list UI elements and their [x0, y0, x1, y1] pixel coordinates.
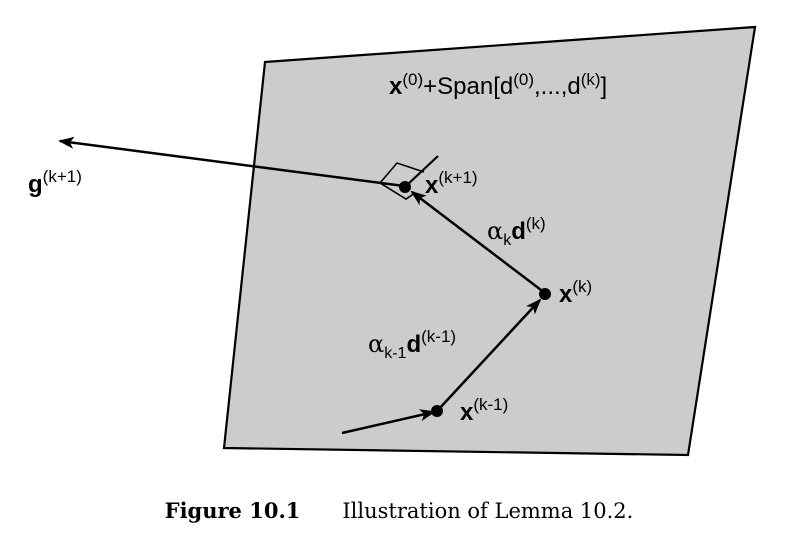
- gradient-label: g(k+1): [28, 167, 82, 198]
- point-x-k-minus-1: [431, 405, 443, 417]
- point-x-k: [539, 288, 551, 300]
- alpha-k-d-k-label: αkd(k): [487, 214, 546, 249]
- x-k-plus-1-label: x(k+1): [425, 168, 478, 199]
- figure-caption: Figure 10.1 Illustration of Lemma 10.2.: [0, 498, 798, 523]
- affine-plane: [222, 25, 757, 457]
- caption-label: Figure 10.1: [164, 498, 301, 523]
- step-arrow-k-minus-1: [437, 298, 542, 411]
- gradient-arrow: [58, 136, 405, 188]
- caption-text: Illustration of Lemma 10.2.: [342, 499, 634, 523]
- alpha-k-minus-1-d-label: αk-1d(k-1): [368, 327, 456, 362]
- point-x-k-plus-1: [399, 181, 411, 193]
- orthogonality-marker-lower: [379, 182, 416, 200]
- span-label: x(0)+Span[d(0),...,d(k)]: [389, 70, 607, 100]
- x-k-label: x(k): [559, 277, 592, 308]
- orthogonality-marker: [379, 162, 425, 184]
- incoming-arrow: [341, 409, 436, 435]
- step-arrow-k: [410, 190, 546, 294]
- lemma-diagram: x(0)+Span[d(0),...,d(k)] g(k+1) x(k+1) α…: [28, 25, 757, 457]
- x-k-minus-1-label: x(k-1): [460, 395, 508, 426]
- subspace-tick: [405, 155, 439, 187]
